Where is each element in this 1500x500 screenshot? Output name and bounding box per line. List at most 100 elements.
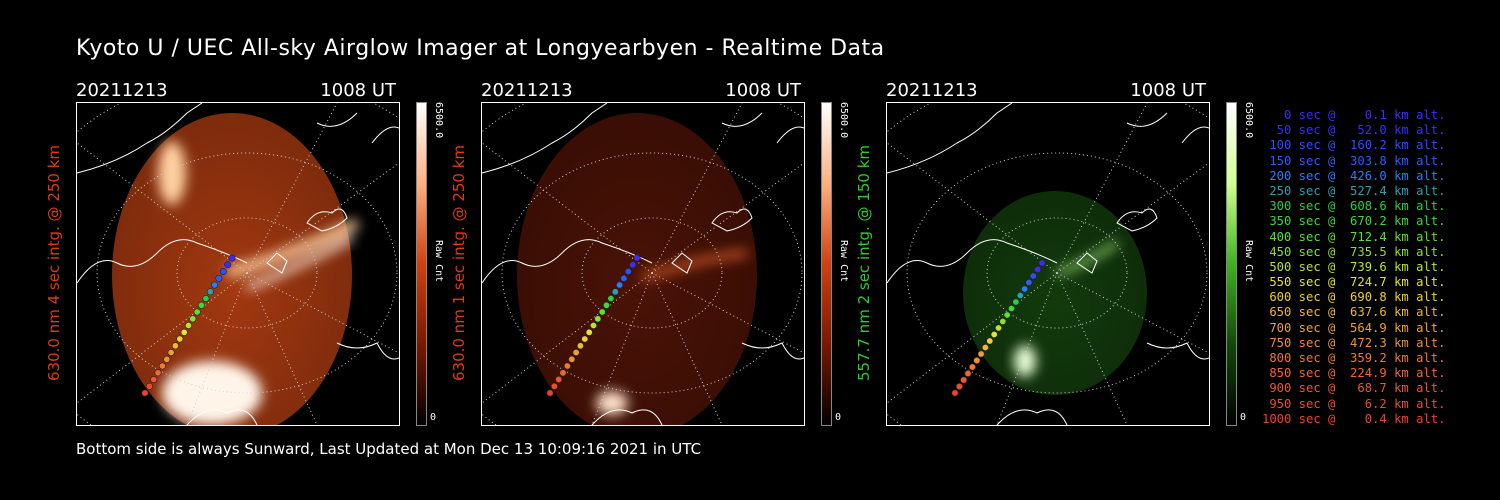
trajectory-point: [598, 308, 606, 316]
latlon-grid: [887, 103, 1209, 425]
trajectory-point: [1025, 279, 1033, 287]
trajectory-point: [176, 335, 184, 343]
trajectory-point: [559, 369, 567, 377]
legend-entry: 450 sec @ 735.5 km alt.: [1262, 244, 1446, 259]
page-title: Kyoto U / UEC All-sky Airglow Imager at …: [76, 36, 885, 61]
trajectory-point: [163, 355, 171, 363]
colorbar: [416, 102, 427, 426]
trajectory-point: [955, 382, 963, 390]
airglow-image: [886, 102, 1210, 426]
trajectory-point: [1016, 292, 1024, 300]
sky-disk: [963, 191, 1147, 395]
legend-entry: 550 sec @ 724.7 km alt.: [1262, 275, 1446, 290]
trajectory-point: [202, 295, 210, 303]
trajectory-point: [951, 389, 959, 397]
trajectory-point: [141, 389, 149, 397]
trajectory-point: [1021, 285, 1029, 293]
trajectory-track: [546, 254, 641, 397]
trajectory-point: [995, 324, 1003, 332]
panel-ylabel: 630.0 nm 1 sec intg. @ 250 km: [450, 144, 468, 382]
trajectory-point: [546, 389, 554, 397]
legend-entry: 750 sec @ 472.3 km alt.: [1262, 335, 1446, 350]
legend-entry: 300 sec @ 608.6 km alt.: [1262, 199, 1446, 214]
trajectory-track: [141, 254, 236, 397]
legend-entry: 400 sec @ 712.4 km alt.: [1262, 229, 1446, 244]
trajectory-point: [585, 328, 593, 336]
panel-630nm-1sec: 20211213 1008 UT 630.0 nm 1 sec intg. @ …: [450, 80, 881, 430]
sky-disk: [517, 113, 757, 425]
legend-entry: 1000 sec @ 0.4 km alt.: [1262, 411, 1446, 426]
footer-note: Bottom side is always Sunward, Last Upda…: [76, 440, 702, 458]
legend-entry: 250 sec @ 527.4 km alt.: [1262, 183, 1446, 198]
panel-date: 20211213: [481, 80, 573, 101]
trajectory-point: [964, 369, 972, 377]
legend-entry: 350 sec @ 670.2 km alt.: [1262, 214, 1446, 229]
trajectory-point: [193, 308, 201, 316]
trajectory-point: [550, 382, 558, 390]
colorbar-min: 0: [835, 412, 842, 423]
trajectory-point: [581, 335, 589, 343]
trajectory-point: [167, 349, 175, 357]
trajectory-point: [960, 376, 968, 384]
colorbar-unit: Raw Cnt: [433, 240, 444, 283]
trajectory-point: [968, 363, 976, 371]
legend-entry: 850 sec @ 224.9 km alt.: [1262, 366, 1446, 381]
trajectory-point: [1008, 305, 1016, 313]
trajectory-point: [620, 274, 628, 282]
trajectory-point: [977, 350, 985, 358]
colorbar-unit: Raw Cnt: [838, 240, 849, 283]
legend-entry: 900 sec @ 68.7 km alt.: [1262, 381, 1446, 396]
trajectory-point: [981, 344, 989, 352]
trajectory-point: [1003, 311, 1011, 319]
trajectory-point: [568, 355, 576, 363]
colorbar: [821, 102, 832, 426]
legend-entry: 200 sec @ 426.0 km alt.: [1262, 168, 1446, 183]
colorbar-max: 6500.0: [1243, 102, 1254, 139]
trajectory-point: [616, 281, 624, 289]
panel-date: 20211213: [886, 80, 978, 101]
panel-time: 1008 UT: [725, 80, 801, 101]
latlon-grid: [77, 103, 399, 425]
panel-557nm-2sec: 20211213 1008 UT 557.7 nm 2 sec intg. @ …: [855, 80, 1286, 430]
trajectory-point: [145, 382, 153, 390]
legend-entry: 50 sec @ 52.0 km alt.: [1262, 123, 1446, 138]
trajectory-point: [633, 254, 641, 262]
trajectory-point: [219, 268, 227, 276]
legend-entry: 700 sec @ 564.9 km alt.: [1262, 320, 1446, 335]
legend-entry: 950 sec @ 6.2 km alt.: [1262, 396, 1446, 411]
trajectory-point: [158, 362, 166, 370]
trajectory-point: [198, 301, 206, 309]
trajectory-point: [150, 375, 158, 383]
trajectory-point: [576, 342, 584, 350]
trajectory-point: [211, 281, 219, 289]
panel-time: 1008 UT: [320, 80, 396, 101]
legend-entry: 600 sec @ 690.8 km alt.: [1262, 290, 1446, 305]
trajectory-point: [1034, 266, 1042, 274]
trajectory-point: [572, 349, 580, 357]
trajectory-point: [215, 274, 223, 282]
trajectory-point: [999, 318, 1007, 326]
trajectory-point: [1029, 272, 1037, 280]
latlon-grid: [482, 103, 804, 425]
legend-entry: 0 sec @ 0.1 km alt.: [1262, 108, 1446, 122]
airglow-image: [481, 102, 805, 426]
trajectory-point: [180, 328, 188, 336]
coastline: [887, 103, 1209, 425]
colorbar-min: 0: [1240, 412, 1247, 423]
colorbar-min: 0: [430, 412, 437, 423]
trajectory-point: [171, 342, 179, 350]
colorbar-unit: Raw Cnt: [1243, 240, 1254, 283]
airglow-image: [76, 102, 400, 426]
coastline: [77, 103, 399, 425]
trajectory-point: [563, 362, 571, 370]
trajectory-point: [986, 337, 994, 345]
trajectory-point: [590, 322, 598, 330]
legend-entry: 650 sec @ 637.6 km alt.: [1262, 305, 1446, 320]
colorbar: [1226, 102, 1237, 426]
panel-ylabel: 630.0 nm 4 sec intg. @ 250 km: [45, 144, 63, 382]
trajectory-point: [224, 261, 232, 269]
trajectory-point: [973, 357, 981, 365]
panel-date: 20211213: [76, 80, 168, 101]
panel-ylabel: 557.7 nm 2 sec intg. @ 150 km: [855, 144, 873, 382]
trajectory-point: [629, 261, 637, 269]
